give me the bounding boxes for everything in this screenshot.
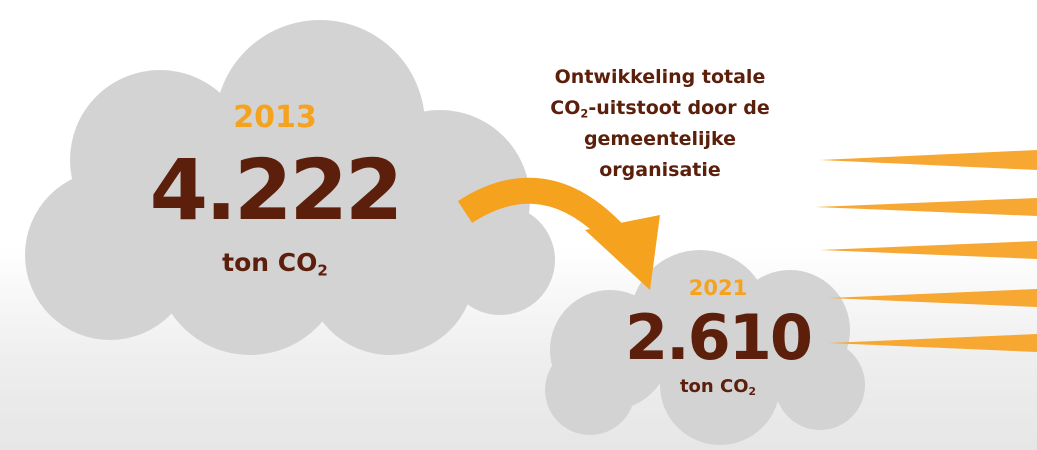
year: 2013 (175, 100, 375, 135)
year: 2021 (628, 276, 808, 300)
unit: ton CO2 (175, 248, 375, 277)
unit: ton CO2 (628, 376, 808, 397)
title: Ontwikkeling totale CO2-uitstoot door de… (545, 62, 775, 186)
unit-sub: 2 (749, 385, 757, 398)
infographic: Ontwikkeling totale CO2-uitstoot door de… (0, 0, 1037, 450)
unit-sub: 2 (317, 262, 327, 280)
unit-text: ton CO (222, 248, 317, 277)
unit-text: ton CO (680, 376, 749, 397)
value: 2.610 (598, 302, 838, 374)
value: 4.222 (125, 140, 425, 240)
title-text: -uitstoot door de gemeentelijke organisa… (584, 97, 770, 181)
